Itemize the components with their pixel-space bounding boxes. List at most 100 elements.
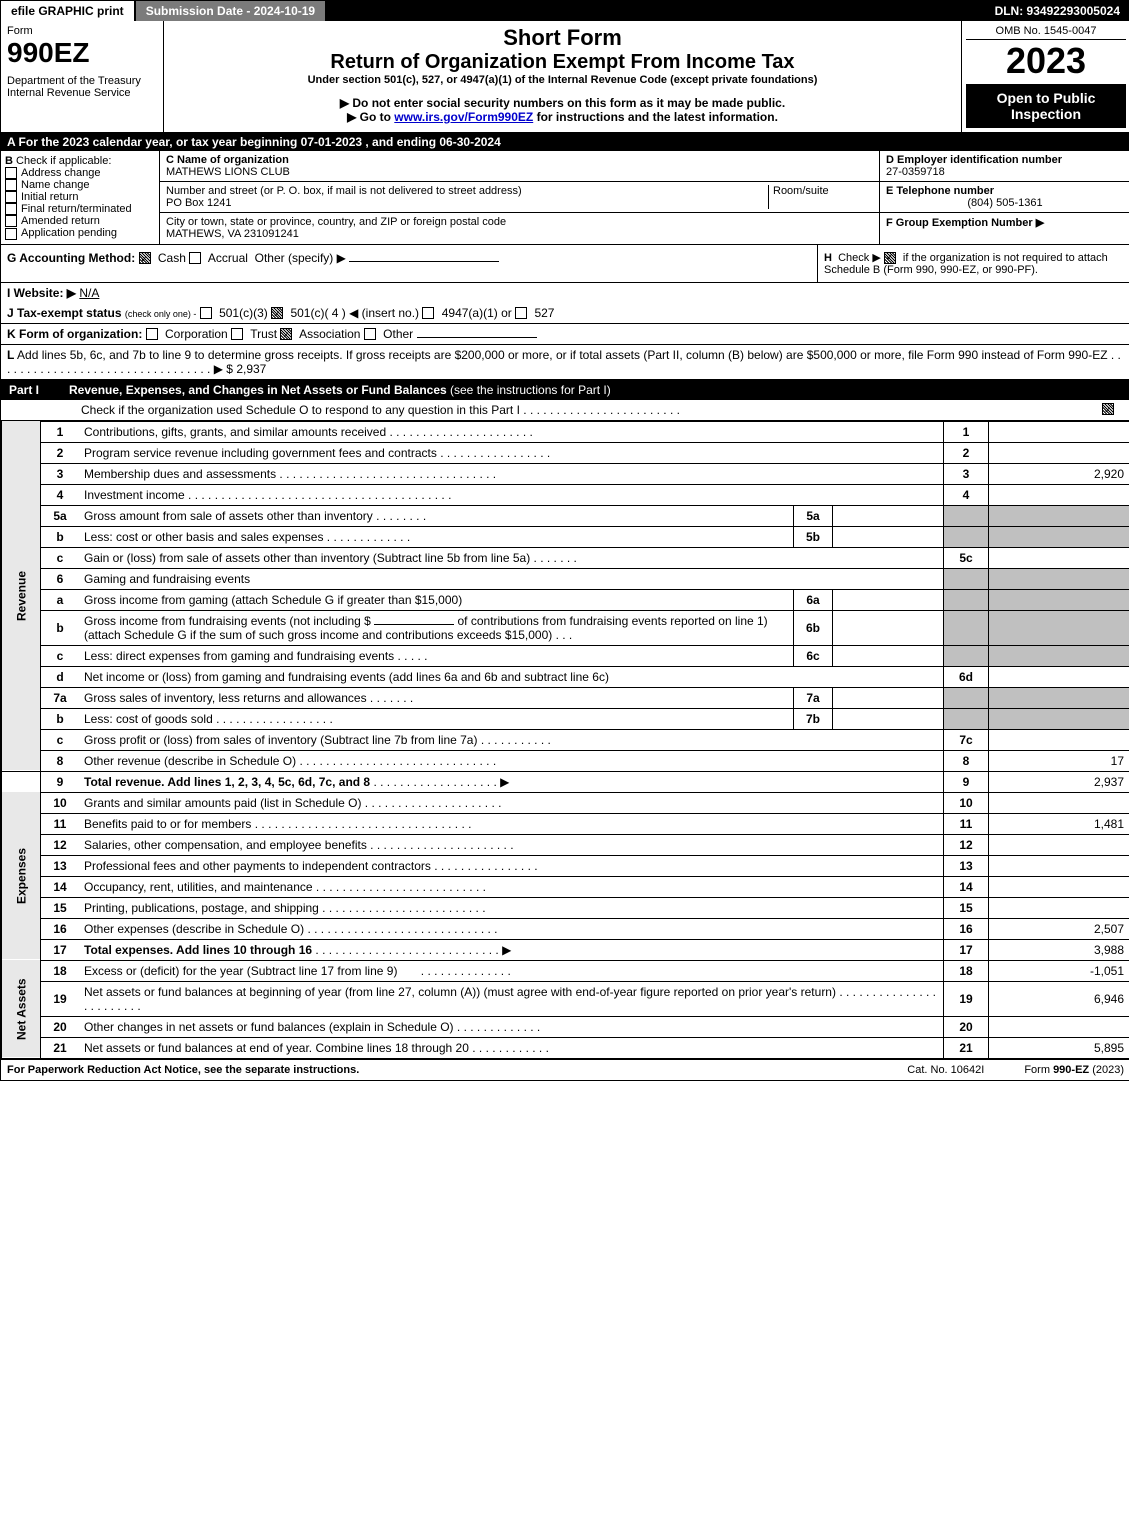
lines-table: Revenue 1 Contributions, gifts, grants, … (1, 421, 1129, 1059)
sn-7a: 7a (794, 687, 833, 708)
ln-4: 4 (41, 484, 80, 505)
checkbox-other-org[interactable] (364, 328, 376, 340)
ln-6d: d (41, 666, 80, 687)
ln-5a: 5a (41, 505, 80, 526)
irs-link[interactable]: www.irs.gov/Form990EZ (394, 110, 533, 124)
section-g: G Accounting Method: Cash Accrual Other … (1, 245, 817, 282)
desc-7a-text: Gross sales of inventory, less returns a… (84, 691, 367, 705)
nc-6-shaded (944, 568, 989, 589)
instruction-ssn: ▶ Do not enter social security numbers o… (168, 96, 957, 110)
street-label: Number and street (or P. O. box, if mail… (166, 185, 522, 197)
checkbox-accrual[interactable] (189, 252, 201, 264)
j-sub: (check only one) - (125, 309, 197, 319)
street: PO Box 1241 (166, 197, 231, 209)
row-10: Expenses 10 Grants and similar amounts p… (2, 792, 1129, 813)
ln-7c: c (41, 729, 80, 750)
amt-6a-shaded (989, 589, 1129, 610)
sn-6b: 6b (794, 610, 833, 645)
nc-7a-shaded (944, 687, 989, 708)
desc-16-text: Other expenses (describe in Schedule O) (84, 922, 304, 936)
desc-19-text: Net assets or fund balances at beginning… (84, 985, 836, 999)
checkbox-association[interactable] (280, 328, 292, 340)
instruct2-pre: ▶ Go to (347, 110, 394, 124)
ln-19: 19 (41, 981, 80, 1016)
desc-12-text: Salaries, other compensation, and employ… (84, 838, 367, 852)
desc-6d: Net income or (loss) from gaming and fun… (79, 666, 944, 687)
nc-1: 1 (944, 421, 989, 442)
i-label: I Website: ▶ (7, 286, 76, 300)
amt-14 (989, 876, 1129, 897)
ln-18: 18 (41, 960, 80, 981)
checkbox-corporation[interactable] (146, 328, 158, 340)
nc-7b-shaded (944, 708, 989, 729)
sn-7b: 7b (794, 708, 833, 729)
k-opt-2: Association (299, 327, 360, 341)
section-h: H Check ▶ if the organization is not req… (817, 245, 1129, 282)
desc-14-text: Occupancy, rent, utilities, and maintena… (84, 880, 313, 894)
checkbox-amended-return[interactable] (5, 215, 17, 227)
nc-6b-shaded (944, 610, 989, 645)
cell-org-name: C Name of organization MATHEWS LIONS CLU… (160, 151, 879, 182)
amt-6b-shaded (989, 610, 1129, 645)
row-6b: b Gross income from fundraising events (… (2, 610, 1129, 645)
form-label: Form (7, 25, 157, 37)
ln-16: 16 (41, 918, 80, 939)
checkbox-name-change[interactable] (5, 179, 17, 191)
checkbox-final-return[interactable] (5, 203, 17, 215)
sa-6b (833, 610, 944, 645)
part-i-title-text: Revenue, Expenses, and Changes in Net As… (69, 383, 447, 397)
top-bar: efile GRAPHIC print Submission Date - 20… (1, 1, 1129, 21)
room-label: Room/suite (773, 185, 829, 197)
checkbox-initial-return[interactable] (5, 191, 17, 203)
checkbox-application-pending[interactable] (5, 228, 17, 240)
col-d: D Employer identification number 27-0359… (879, 151, 1129, 244)
amt-20 (989, 1016, 1129, 1037)
desc-6c-text: Less: direct expenses from gaming and fu… (84, 649, 394, 663)
desc-14: Occupancy, rent, utilities, and maintena… (79, 876, 944, 897)
checkbox-4947[interactable] (422, 307, 434, 319)
desc-9: Total revenue. Add lines 1, 2, 3, 4, 5c,… (79, 771, 944, 792)
section-a-period: A For the 2023 calendar year, or tax yea… (1, 133, 1129, 151)
nc-5a-shaded (944, 505, 989, 526)
checkbox-527[interactable] (515, 307, 527, 319)
checkbox-schedule-o[interactable] (1102, 403, 1114, 415)
row-5c: c Gain or (loss) from sale of assets oth… (2, 547, 1129, 568)
sn-6c: 6c (794, 645, 833, 666)
amt-1 (989, 421, 1129, 442)
amt-9: 2,937 (989, 771, 1129, 792)
checkbox-address-change[interactable] (5, 167, 17, 179)
amt-7b-shaded (989, 708, 1129, 729)
part-i-title: Revenue, Expenses, and Changes in Net As… (69, 383, 1122, 397)
j-opt-1: 501(c)( 4 ) ◀ (insert no.) (290, 306, 419, 320)
ein: 27-0359718 (886, 166, 945, 178)
row-7a: 7a Gross sales of inventory, less return… (2, 687, 1129, 708)
amt-10 (989, 792, 1129, 813)
desc-3: Membership dues and assessments . . . . … (79, 463, 944, 484)
checkbox-schedule-b[interactable] (884, 252, 896, 264)
desc-6c: Less: direct expenses from gaming and fu… (79, 645, 794, 666)
desc-3-text: Membership dues and assessments (84, 467, 276, 481)
checkbox-501c3[interactable] (200, 307, 212, 319)
checkbox-501c[interactable] (271, 307, 283, 319)
tax-year: 2023 (966, 40, 1126, 82)
title-short-form: Short Form (168, 25, 957, 51)
schedule-o-check-label: Check if the organization used Schedule … (81, 403, 520, 417)
row-12: 12 Salaries, other compensation, and emp… (2, 834, 1129, 855)
nc-21: 21 (944, 1037, 989, 1058)
dept-label: Department of the Treasury (7, 75, 157, 87)
header-left: Form 990EZ Department of the Treasury In… (1, 21, 164, 132)
nc-8: 8 (944, 750, 989, 771)
row-15: 15 Printing, publications, postage, and … (2, 897, 1129, 918)
subtitle: Under section 501(c), 527, or 4947(a)(1)… (168, 74, 957, 86)
nc-4: 4 (944, 484, 989, 505)
desc-10: Grants and similar amounts paid (list in… (79, 792, 944, 813)
desc-13-text: Professional fees and other payments to … (84, 859, 431, 873)
checkbox-cash[interactable] (139, 252, 151, 264)
checkbox-trust[interactable] (231, 328, 243, 340)
city: MATHEWS, VA 231091241 (166, 228, 299, 240)
vert-netassets: Net Assets (2, 960, 41, 1058)
desc-6b: Gross income from fundraising events (no… (79, 610, 794, 645)
title-return: Return of Organization Exempt From Incom… (168, 51, 957, 74)
sa-7b (833, 708, 944, 729)
sa-5a (833, 505, 944, 526)
